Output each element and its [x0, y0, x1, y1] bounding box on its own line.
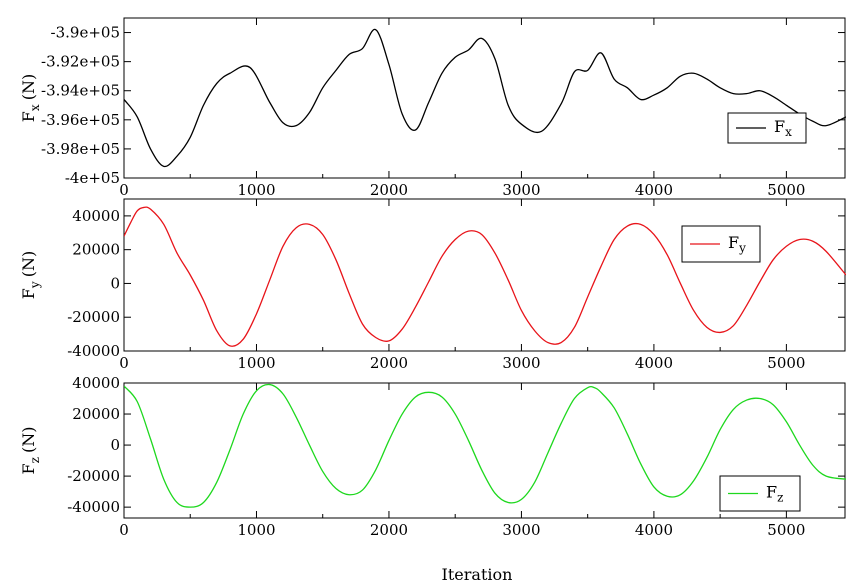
- y-axis-label-unit: (N): [19, 427, 38, 453]
- x-tick-label: 0: [119, 354, 129, 372]
- x-tick-label: 4000: [635, 354, 673, 372]
- x-tick-label: 3000: [502, 521, 540, 539]
- legend-label-main: F: [728, 233, 739, 252]
- x-axis-label: Iteration: [442, 565, 513, 584]
- plot-frame: [123, 198, 846, 352]
- y-axis-label: Fz (N): [19, 427, 42, 475]
- series-line-y: [124, 206, 846, 347]
- x-tick-label: 4000: [635, 181, 673, 199]
- y-axis-label-main: F: [19, 288, 38, 299]
- x-tick-label: 2000: [370, 354, 408, 372]
- y-axis-label-main: F: [19, 111, 38, 122]
- y-tick-label: -3.9e+05: [51, 24, 120, 42]
- x-tick-label: 0: [119, 181, 129, 199]
- y-axis-label: Fx (N): [19, 74, 42, 122]
- y-tick-label: 20000: [72, 241, 120, 259]
- y-tick-label: 40000: [72, 374, 120, 392]
- legend: Fz: [719, 475, 801, 512]
- x-tick-label: 4000: [635, 521, 673, 539]
- legend-label-main: F: [774, 117, 785, 136]
- y-tick-label: 40000: [72, 207, 120, 225]
- y-tick-label: -3.92e+05: [41, 53, 120, 71]
- legend-label: Fz: [766, 483, 783, 505]
- legend-label: Fx: [774, 117, 792, 139]
- y-tick-label: -3.96e+05: [41, 111, 120, 129]
- x-tick-label: 2000: [370, 521, 408, 539]
- y-tick-label: -3.98e+05: [41, 140, 120, 158]
- x-tick-label: 1000: [237, 181, 275, 199]
- x-tick-label: 1000: [237, 354, 275, 372]
- y-tick-label: -40000: [67, 498, 120, 516]
- y-tick-label: 0: [110, 274, 120, 292]
- series-line-z: [124, 383, 846, 508]
- legend-label-sub: z: [777, 491, 783, 505]
- legend-label-sub: y: [738, 241, 746, 255]
- y-tick-label: -20000: [67, 467, 120, 485]
- chart-panel-x: 0 1000 2000 3000 4000 5000 -3.9e+05 -3.92e+05 -3…: [19, 17, 846, 199]
- y-axis-label-sub: y: [28, 281, 42, 289]
- x-tick-label: 2000: [370, 181, 408, 199]
- y-axis-label: Fy (N): [19, 251, 42, 299]
- x-tick-label: 3000: [502, 181, 540, 199]
- y-axis-label-main: F: [19, 463, 38, 474]
- plot-frame: [123, 17, 846, 179]
- y-tick-label: 0: [110, 436, 120, 454]
- x-tick-label: 3000: [502, 354, 540, 372]
- x-tick-label: 5000: [767, 354, 805, 372]
- series-line-x: [124, 28, 846, 168]
- legend: Fx: [727, 112, 807, 144]
- legend: Fy: [681, 225, 761, 263]
- legend-label-main: F: [766, 483, 777, 502]
- x-tick-label: 1000: [237, 521, 275, 539]
- legend-label: Fy: [728, 233, 746, 255]
- x-tick-label: 0: [119, 521, 129, 539]
- x-tick-label: 5000: [767, 521, 805, 539]
- y-tick-label: -4e+05: [65, 169, 120, 187]
- y-axis-label-unit: (N): [19, 251, 38, 277]
- y-tick-label: 20000: [72, 405, 120, 423]
- y-axis-label-sub: x: [28, 104, 42, 111]
- plot-frame: [123, 382, 846, 519]
- y-axis-label-sub: z: [28, 457, 42, 463]
- legend-label-sub: x: [785, 125, 792, 139]
- y-tick-label: -20000: [67, 308, 120, 326]
- y-axis-label-unit: (N): [19, 74, 38, 100]
- chart-panel-z: 0 1000 2000 3000 4000 5000 40000 20000 0 -20000 -4…: [19, 374, 846, 584]
- y-tick-label: -40000: [67, 342, 120, 360]
- x-tick-label: 5000: [767, 181, 805, 199]
- chart-panel-y: 0 1000 2000 3000 4000 5000 40000 20000 0 -20000 -4…: [19, 198, 846, 372]
- y-tick-label: -3.94e+05: [41, 82, 120, 100]
